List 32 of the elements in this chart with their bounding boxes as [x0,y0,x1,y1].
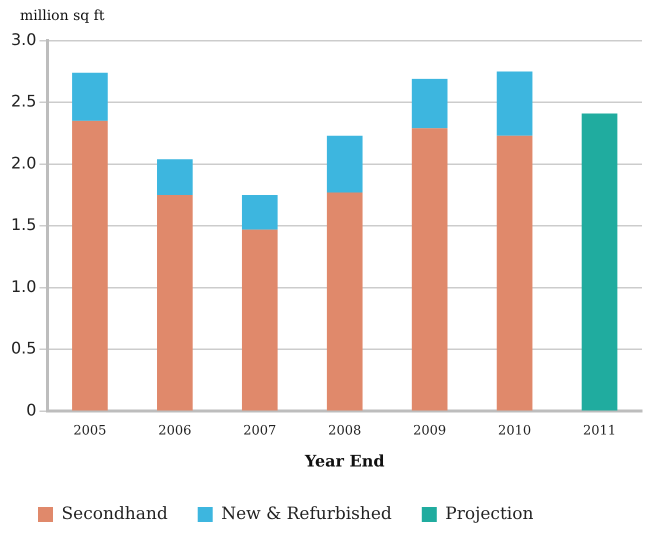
y-tick-label: 1.5 [10,215,36,234]
y-tick-label: 0 [26,400,36,420]
bar [412,128,448,410]
legend-label: Projection [445,504,534,524]
bar [157,195,193,410]
y-tick-label: 3.0 [10,30,36,49]
bar [326,136,363,193]
bar [326,192,363,410]
y-tick-label: 1.0 [10,276,36,296]
bar [242,230,278,410]
y-tick-label: 0.5 [10,338,36,358]
y-tick-label: 2.0 [10,153,36,172]
x-tick-label: 2009 [413,423,446,438]
y-axis-title: million sq ft [20,8,106,26]
bar [72,72,108,121]
x-tick-label: 2006 [158,423,192,438]
bar [242,195,278,230]
x-tick-label: 2005 [73,423,106,438]
bar [582,113,618,410]
x-tick-label: 2011 [582,423,616,438]
legend-label: Secondhand [62,504,168,524]
x-tick-label: 2007 [243,423,276,438]
legend-label: New & Refurbished [221,504,392,524]
x-axis-title: Year End [304,452,385,471]
bar [72,120,108,410]
bar [496,71,532,136]
bar [496,136,532,410]
y-tick-label: 2.5 [10,92,36,111]
bar [157,159,193,196]
x-tick-label: 2008 [328,423,362,438]
x-tick-label: 2010 [498,423,532,438]
bar [412,78,448,128]
